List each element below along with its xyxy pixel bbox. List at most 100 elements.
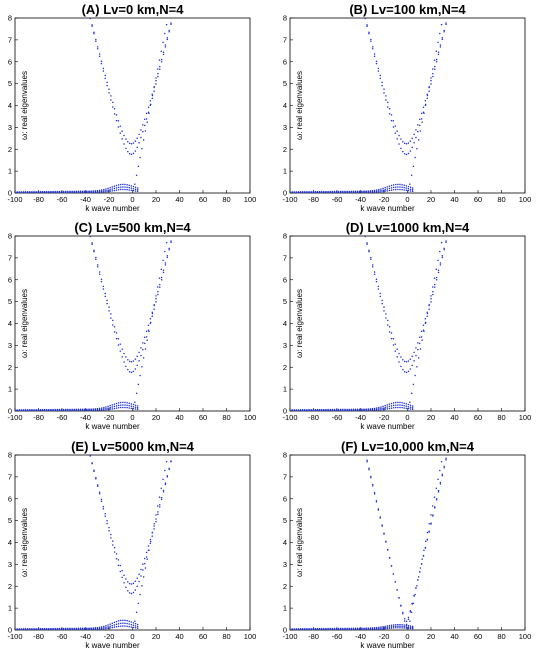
data-point-upper-branch [443,467,445,469]
chart-1-xtick-label: 80 [497,195,505,204]
chart-1-xtick-label: 0 [405,195,409,204]
chart-5-ytick-label: 3 [283,560,287,569]
data-point-kelvin-branch [430,295,432,297]
data-point-lower-branch [392,126,395,128]
data-point-rossby-branch [24,191,27,193]
data-point-rossby-branch [69,628,71,630]
chart-0-xtick-label: -40 [80,195,91,204]
data-point-upper-branch [407,142,410,144]
data-point-rossby-branch [392,404,395,407]
data-point-upper-branch [411,137,413,139]
data-point-rossby-branch [103,627,105,629]
data-point-lower-branch [100,62,103,65]
chart-1-ytick-label: 6 [283,57,287,66]
data-point-rossby-branch [375,407,378,409]
data-point-lower-branch [132,152,135,155]
data-point-lower-branch [136,364,138,367]
chart-2-xtick-label: -80 [33,413,44,422]
data-point-rossby-branch [409,627,412,630]
data-point-rossby-branch [81,409,84,411]
data-point-rossby-branch [407,407,410,410]
data-point-rossby-branch [397,406,399,409]
data-point-kelvin-branch [426,531,429,534]
data-point-upper-branch [392,337,395,340]
data-point-rossby-branch [84,191,86,193]
data-point-rossby-branch [26,628,29,630]
data-point-rossby-branch [73,191,75,193]
data-point-rossby-branch [388,627,391,630]
data-point-rossby-branch [382,405,384,408]
data-point-rossby-branch [79,191,82,193]
data-point-lower-branch [432,514,434,516]
data-point-rossby-branch [371,409,374,411]
data-point-rossby-branch [124,404,126,406]
chart-5-ytick-label: 2 [283,582,287,591]
data-point-kelvin-branch [410,392,413,395]
data-point-rossby-branch [111,186,114,188]
data-point-lower-branch [140,354,142,357]
data-point-lower-branch [157,75,159,78]
data-point-rossby-branch [16,628,18,630]
data-point-lower-branch [407,152,410,155]
data-point-upper-branch [441,475,444,477]
data-point-rossby-branch [31,628,33,630]
chart-3-points [290,236,447,411]
data-point-rossby-branch [363,628,365,630]
data-point-rossby-branch [407,627,410,630]
data-point-upper-branch [147,324,150,326]
data-point-lower-branch [439,264,442,266]
data-point-lower-branch [115,337,118,340]
chart-1-xtick-label: 100 [519,195,532,204]
data-point-kelvin-branch [146,558,148,560]
data-point-lower-branch [140,575,142,577]
data-point-rossby-branch [335,628,338,630]
data-point-upper-branch [138,351,140,354]
data-point-lower-branch [420,336,423,338]
data-point-upper-branch [95,38,97,41]
data-point-rossby-branch [397,623,399,626]
chart-1-ytick-label: 3 [283,123,287,132]
data-point-rossby-branch [337,409,340,411]
data-point-rossby-branch [111,626,114,629]
data-point-rossby-branch [411,625,414,628]
data-point-rossby-branch [295,191,298,193]
data-point-kelvin-branch [414,156,416,159]
chart-0-xtick-label: -80 [33,195,44,204]
data-point-lower-branch [387,106,389,108]
data-point-upper-branch [115,332,118,334]
data-point-upper-branch [430,79,432,82]
data-point-upper-branch [366,242,368,244]
data-point-upper-branch [370,38,372,41]
data-point-rossby-branch [397,625,399,627]
data-point-rossby-branch [316,409,319,411]
data-point-rossby-branch [403,627,405,629]
data-point-kelvin-branch [424,103,427,106]
data-point-lower-branch [102,288,105,290]
data-point-rossby-branch [350,409,353,411]
data-point-upper-branch [162,51,165,53]
data-point-rossby-branch [403,402,405,404]
data-point-kelvin-branch [135,611,138,614]
data-point-rossby-branch [361,628,363,630]
data-point-upper-branch [409,140,412,142]
data-point-rossby-branch [407,626,410,628]
data-point-upper-branch [400,138,402,140]
data-point-rossby-branch [45,409,48,411]
chart-3-xtick-label: -60 [332,413,343,422]
data-point-kelvin-branch [157,505,159,507]
data-point-rossby-branch [348,628,350,630]
data-point-upper-branch [424,318,427,320]
data-point-lower-branch [428,90,430,92]
data-point-rossby-branch [314,628,317,630]
data-point-lower-branch [437,489,440,492]
data-point-rossby-branch [113,407,116,410]
data-point-rossby-branch [37,191,40,193]
data-point-rossby-branch [103,628,105,630]
data-point-rossby-branch [348,409,350,411]
data-point-upper-branch [157,511,159,513]
data-point-upper-branch [143,118,146,121]
data-point-upper-branch [110,313,112,315]
data-point-lower-branch [95,40,97,42]
data-point-rossby-branch [405,185,408,187]
data-point-rossby-branch [346,409,348,411]
